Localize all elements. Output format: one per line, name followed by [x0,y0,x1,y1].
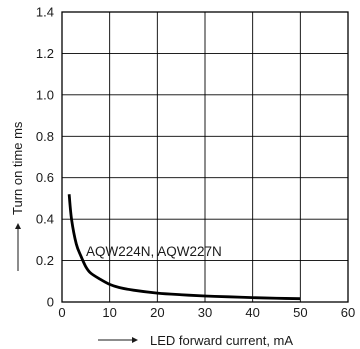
y-tick-labels: 0 0.2 0.4 0.6 0.8 1.0 1.2 1.4 [36,5,54,310]
x-axis-title: LED forward current, mA [150,333,293,348]
x-tick-label: 0 [58,305,65,320]
curve-annotation: AQW224N, AQW227N [86,244,222,259]
x-tick-label: 20 [150,305,164,320]
x-tick-label: 10 [102,305,116,320]
series-group [67,194,301,301]
series-line [67,194,301,301]
grid [62,12,348,302]
y-tick-label: 1.2 [36,46,54,61]
x-tick-label: 60 [341,305,355,320]
x-axis-title-group: LED forward current, mA [98,333,293,348]
y-axis-arrowhead [15,223,21,229]
y-tick-label: 0 [47,295,54,310]
y-axis-title: Turn on time ms [10,121,25,215]
plot-frame [61,11,349,303]
x-tick-label: 50 [293,305,307,320]
x-tick-label: 30 [198,305,212,320]
x-tick-label: 40 [245,305,259,320]
y-tick-label: 1.4 [36,5,54,20]
y-tick-label: 0.6 [36,170,54,185]
x-axis-arrowhead [132,337,138,343]
y-tick-label: 1.0 [36,87,54,102]
x-tick-labels: 0 10 20 30 40 50 60 [58,305,355,320]
y-tick-label: 0.4 [36,212,54,227]
y-tick-label: 0.8 [36,129,54,144]
y-axis-title-group: Turn on time ms [10,121,25,271]
y-tick-label: 0.2 [36,253,54,268]
